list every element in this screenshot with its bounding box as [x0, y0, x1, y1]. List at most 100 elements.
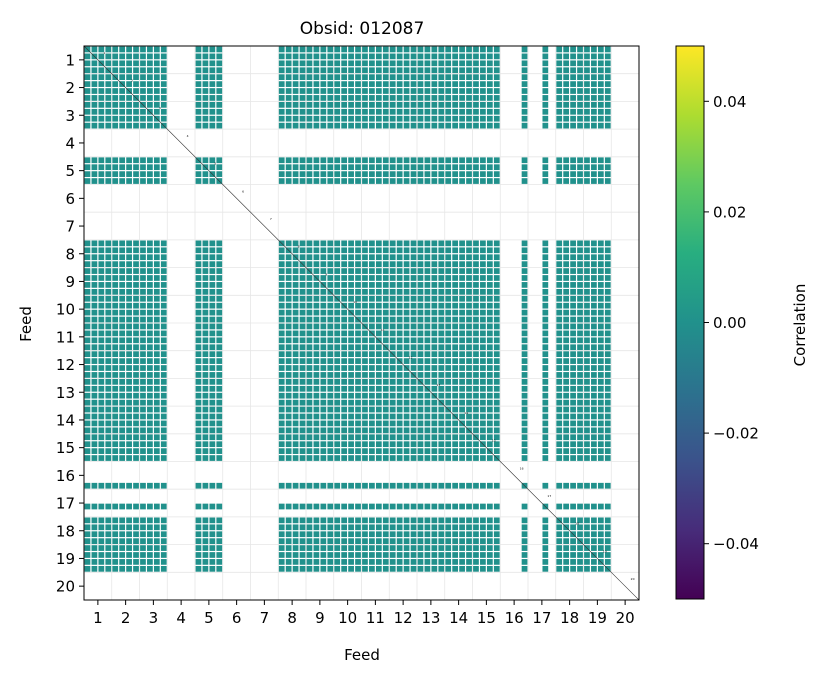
heatmap-cell — [445, 268, 452, 274]
heatmap-cell — [98, 53, 105, 60]
heatmap-cell — [341, 441, 348, 448]
heatmap-cell — [591, 254, 597, 261]
heatmap-cell — [98, 122, 105, 129]
heatmap-cell — [480, 344, 486, 351]
heatmap-cell — [299, 538, 306, 544]
heatmap-cell — [216, 565, 223, 572]
heatmap-cell — [473, 524, 479, 531]
heatmap-cell — [362, 171, 368, 177]
heatmap-cell — [112, 517, 119, 524]
heatmap-cell — [341, 358, 348, 364]
heatmap-cell — [292, 316, 299, 323]
heatmap-cell — [396, 247, 403, 254]
heatmap-cell — [292, 164, 299, 171]
heatmap-cell — [216, 503, 223, 510]
heatmap-cell — [355, 413, 361, 420]
heatmap-cell — [355, 552, 361, 558]
heatmap-cell — [542, 524, 549, 531]
heatmap-cell — [119, 351, 126, 358]
heatmap-cell — [126, 261, 132, 267]
x-tick-label: 2 — [121, 609, 131, 627]
heatmap-cell — [389, 385, 396, 392]
heatmap-cell — [375, 517, 382, 524]
heatmap-cell — [382, 392, 389, 399]
heatmap-cell — [542, 427, 549, 434]
heatmap-cell — [160, 413, 167, 420]
heatmap-cell — [292, 81, 299, 87]
heatmap-cell — [375, 178, 382, 184]
heatmap-cell — [133, 268, 139, 274]
heatmap-cell — [459, 517, 465, 524]
heatmap-cell — [133, 254, 139, 261]
heatmap-cell — [153, 108, 160, 115]
heatmap-cell — [126, 282, 132, 288]
heatmap-cell — [313, 240, 320, 247]
heatmap-cell — [591, 565, 597, 572]
heatmap-cell — [570, 441, 576, 448]
heatmap-cell — [389, 427, 396, 434]
heatmap-cell — [112, 115, 119, 122]
heatmap-cell — [195, 60, 202, 67]
heatmap-cell — [459, 247, 465, 254]
heatmap-cell — [570, 164, 576, 171]
heatmap-cell — [119, 538, 126, 544]
heatmap-cell — [369, 358, 375, 364]
heatmap-cell — [285, 67, 292, 74]
heatmap-cell — [438, 88, 445, 94]
heatmap-cell — [445, 102, 452, 108]
heatmap-cell — [362, 309, 368, 316]
heatmap-cell — [459, 379, 465, 385]
heatmap-cell — [473, 379, 479, 385]
heatmap-cell — [452, 503, 459, 510]
heatmap-cell — [209, 88, 216, 94]
heatmap-cell — [160, 365, 167, 371]
heatmap-cell — [597, 351, 604, 358]
heatmap-cell — [133, 524, 139, 531]
heatmap-cell — [84, 413, 91, 420]
heatmap-cell — [348, 122, 354, 129]
heatmap-cell — [153, 406, 160, 413]
heatmap-cell — [299, 95, 306, 101]
heatmap-cell — [459, 545, 465, 551]
heatmap-cell — [389, 392, 396, 399]
heatmap-cell — [216, 441, 223, 448]
heatmap-cell — [278, 157, 285, 164]
heatmap-cell — [91, 108, 98, 115]
heatmap-cell — [556, 254, 563, 261]
heatmap-cell — [438, 316, 445, 323]
heatmap-cell — [341, 295, 348, 302]
heatmap-cell — [334, 337, 341, 344]
heatmap-cell — [202, 171, 209, 177]
heatmap-cell — [445, 399, 452, 406]
heatmap-cell — [195, 337, 202, 344]
heatmap-cell — [320, 351, 327, 358]
x-tick-label: 14 — [449, 609, 468, 627]
heatmap-cell — [438, 379, 445, 385]
heatmap-cell — [424, 240, 431, 247]
heatmap-cell — [445, 275, 452, 281]
heatmap-cell — [105, 427, 112, 434]
heatmap-cell — [112, 240, 119, 247]
heatmap-cell — [195, 67, 202, 74]
y-tick-label: 8 — [65, 245, 75, 263]
heatmap-cell — [355, 81, 361, 87]
heatmap-cell — [160, 282, 167, 288]
heatmap-cell — [570, 95, 576, 101]
heatmap-cell — [112, 108, 119, 115]
heatmap-cell — [584, 157, 590, 164]
heatmap-cell — [216, 316, 223, 323]
heatmap-cell — [452, 448, 459, 454]
heatmap-cell — [292, 538, 299, 544]
heatmap-cell — [126, 455, 132, 461]
heatmap-cell — [382, 441, 389, 448]
heatmap-cell — [195, 565, 202, 572]
heatmap-cell — [591, 46, 597, 53]
heatmap-cell — [577, 330, 583, 337]
heatmap-cell — [604, 302, 611, 309]
heatmap-cell — [570, 268, 576, 274]
heatmap-cell — [542, 455, 549, 461]
heatmap-cell — [459, 53, 465, 60]
heatmap-cell — [313, 351, 320, 358]
heatmap-cell — [202, 365, 209, 371]
heatmap-cell — [140, 115, 146, 122]
